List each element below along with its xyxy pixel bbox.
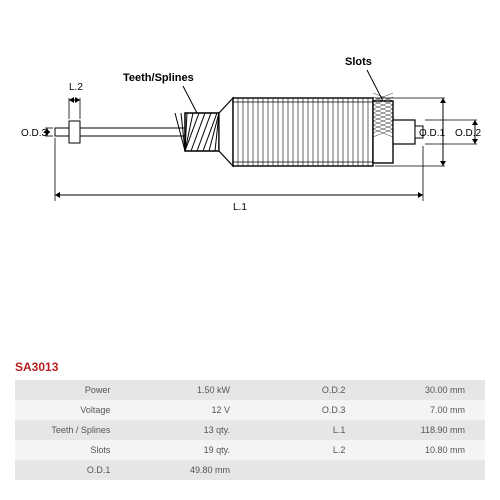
spec-key: Teeth / Splines (15, 420, 118, 440)
spec-val: 13 qty. (118, 420, 250, 440)
spec-key (250, 460, 353, 480)
spec-row: O.D.149.80 mm (15, 460, 485, 480)
spec-val: 49.80 mm (118, 460, 250, 480)
dim-l1: L.1 (233, 202, 247, 213)
spec-key: L.1 (250, 420, 353, 440)
dim-od1: O.D.1 (419, 128, 445, 139)
spec-key: L.2 (250, 440, 353, 460)
spec-key: O.D.1 (15, 460, 118, 480)
technical-diagram: Teeth/Splines Slots L.2 O.D.3 L.1 O.D.1 … (15, 20, 485, 345)
dim-od3: O.D.3 (21, 128, 47, 139)
spec-val: 30.00 mm (353, 380, 485, 400)
spec-val: 7.00 mm (353, 400, 485, 420)
spec-key: O.D.3 (250, 400, 353, 420)
spec-row: Teeth / Splines13 qty.L.1118.90 mm (15, 420, 485, 440)
spec-key: O.D.2 (250, 380, 353, 400)
spec-key: Voltage (15, 400, 118, 420)
spec-key: Power (15, 380, 118, 400)
spec-val (353, 460, 485, 480)
spec-val: 10.80 mm (353, 440, 485, 460)
spec-val: 12 V (118, 400, 250, 420)
spec-val: 19 qty. (118, 440, 250, 460)
product-code: SA3013 (15, 360, 485, 374)
dim-od2: O.D.2 (455, 128, 481, 139)
teeth-splines-label: Teeth/Splines (123, 72, 194, 84)
spec-table: Power1.50 kWO.D.230.00 mmVoltage12 VO.D.… (15, 380, 485, 480)
spec-val: 118.90 mm (353, 420, 485, 440)
spec-row: Slots19 qty.L.210.80 mm (15, 440, 485, 460)
spec-val: 1.50 kW (118, 380, 250, 400)
spec-row: Power1.50 kWO.D.230.00 mm (15, 380, 485, 400)
spec-row: Voltage12 VO.D.37.00 mm (15, 400, 485, 420)
dim-l2: L.2 (69, 82, 83, 93)
slots-label: Slots (345, 56, 372, 68)
spec-key: Slots (15, 440, 118, 460)
